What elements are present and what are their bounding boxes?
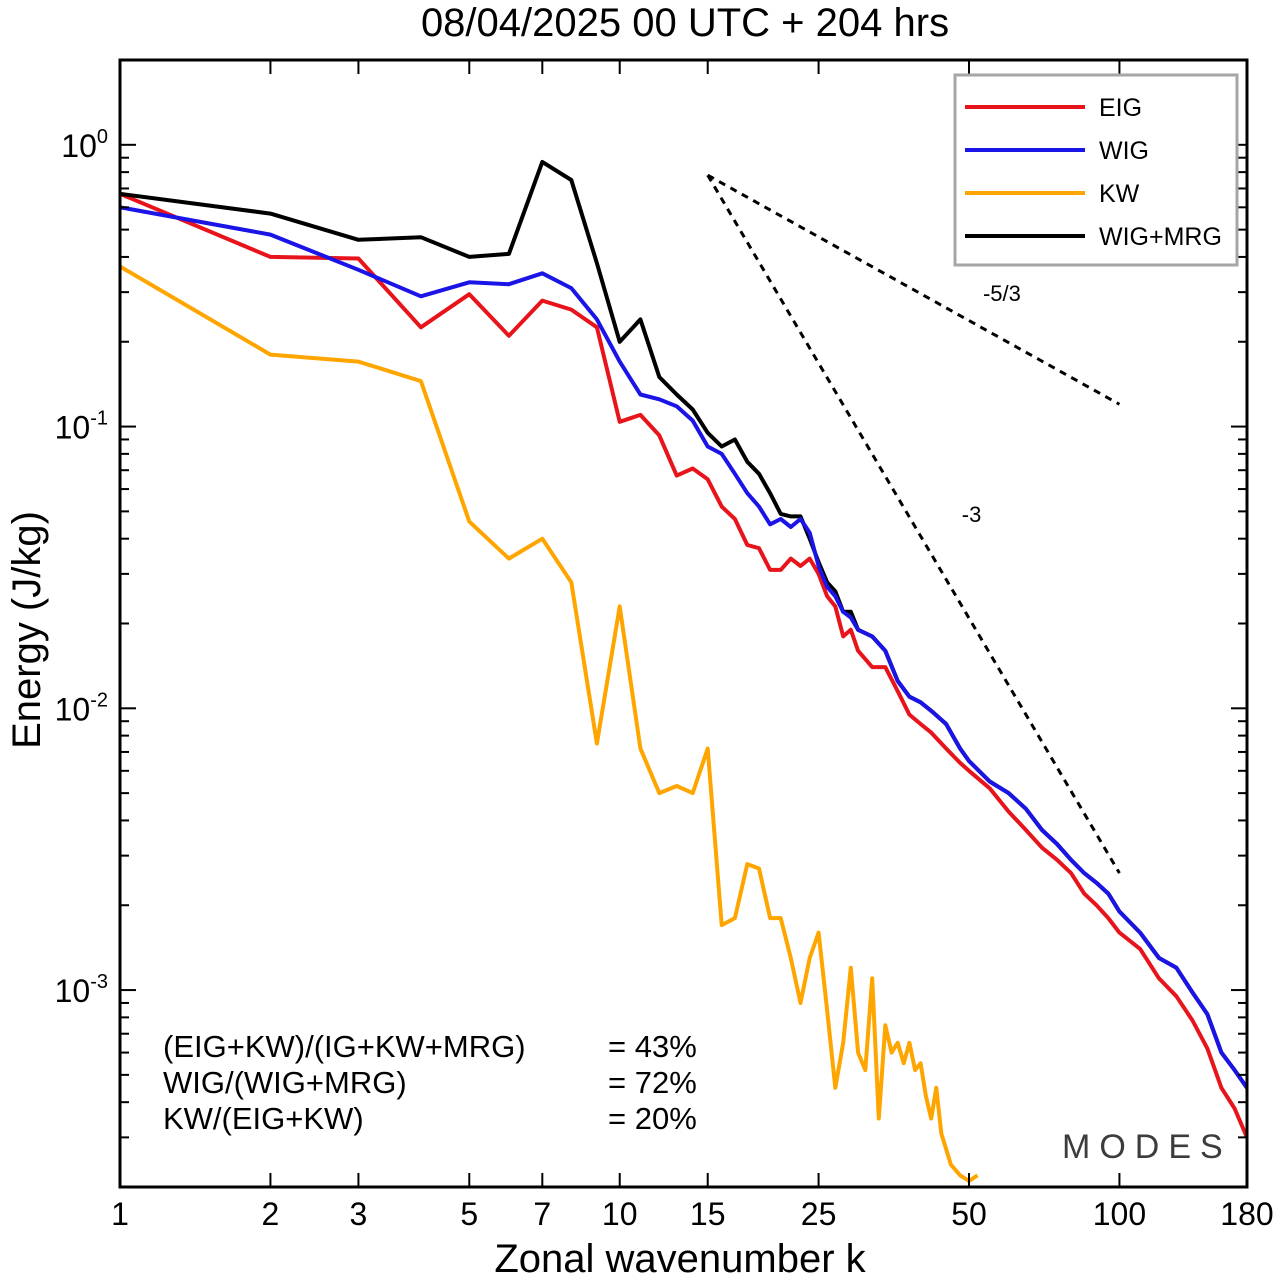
- reference-line-label: -5/3: [983, 281, 1021, 306]
- y-tick-label: 10-1: [55, 408, 108, 446]
- series-layer: [120, 159, 1247, 1183]
- ratio-label: WIG/(WIG+MRG): [163, 1065, 407, 1100]
- x-axis-label: Zonal wavenumber k: [494, 1237, 866, 1281]
- chart-title: 08/04/2025 00 UTC + 204 hrs: [421, 1, 949, 45]
- x-tick-label: 25: [801, 1196, 837, 1232]
- reference-line-label: -3: [962, 502, 982, 527]
- ratio-value: = 20%: [608, 1101, 697, 1136]
- legend-label: WIG: [1099, 137, 1149, 165]
- reference-line: [706, 174, 1121, 874]
- ratio-annotations: (EIG+KW)/(IG+KW+MRG) = 43% WIG/(WIG+MRG) = …: [163, 1029, 697, 1136]
- reference-line: [706, 173, 1121, 406]
- legend: EIG WIG KW WIG+MRG: [953, 73, 1239, 267]
- ratio-value: = 43%: [608, 1029, 697, 1064]
- ratio-label: KW/(EIG+KW): [163, 1101, 364, 1136]
- reference-lines: -5/3 -3: [706, 173, 1121, 874]
- series-line-kw: [120, 264, 979, 1183]
- x-tick-label: 50: [951, 1196, 987, 1232]
- x-tick-label: 7: [533, 1196, 551, 1232]
- ratio-value: = 72%: [608, 1065, 697, 1100]
- modes-watermark: MODES: [1062, 1128, 1232, 1166]
- y-tick-label: 10-3: [55, 971, 108, 1009]
- legend-label: WIG+MRG: [1099, 223, 1222, 251]
- x-tick-label: 3: [350, 1196, 368, 1232]
- legend-label: EIG: [1099, 94, 1142, 122]
- x-tick-label: 2: [262, 1196, 280, 1232]
- series-line-wig: [120, 205, 1247, 1089]
- ratio-label: (EIG+KW)/(IG+KW+MRG): [163, 1029, 526, 1064]
- x-tick-label: 15: [690, 1196, 726, 1232]
- legend-label: KW: [1099, 180, 1140, 208]
- x-tick-label: 100: [1093, 1196, 1146, 1232]
- x-tick-label: 10: [602, 1196, 638, 1232]
- plot-frame: [118, 58, 1249, 1189]
- axis-ticks: 1 2 3 5 7 10 15 25 50 100 180 10-3 10-2 10-1 100: [55, 59, 1274, 1232]
- y-axis-label: Energy (J/kg): [5, 511, 49, 749]
- x-tick-label: 1: [111, 1196, 129, 1232]
- x-tick-label: 5: [460, 1196, 478, 1232]
- x-tick-label: 180: [1220, 1196, 1273, 1232]
- y-tick-label: 10-2: [55, 689, 108, 727]
- series-line-wig-mrg: [120, 159, 1247, 1089]
- series-line-eig: [120, 191, 1247, 1139]
- y-tick-label: 100: [61, 126, 108, 164]
